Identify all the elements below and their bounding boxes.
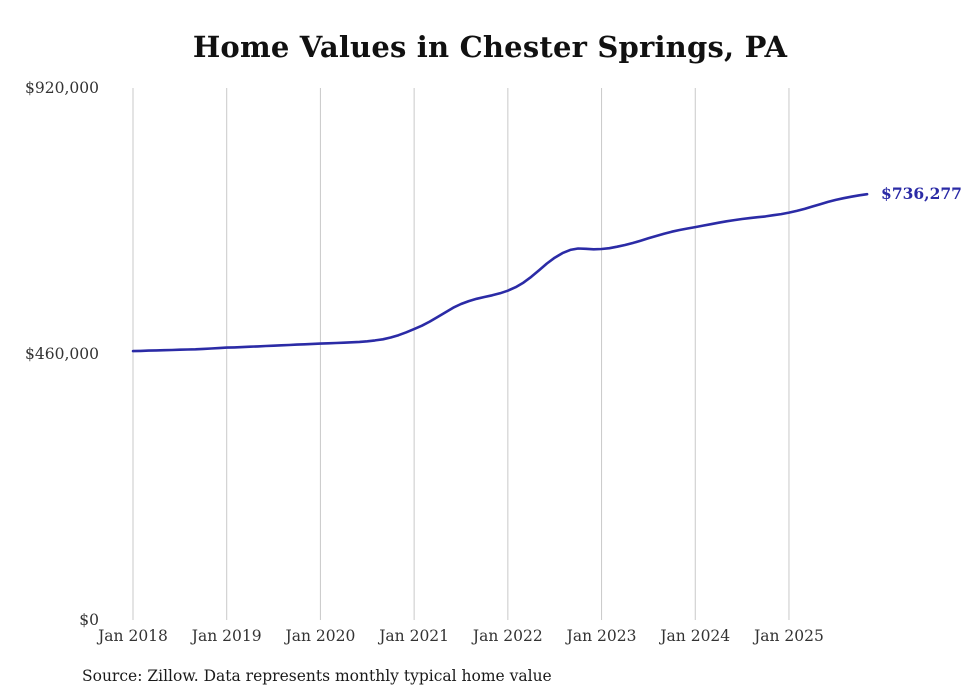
- home-values-line-chart: Jan 2018 Jan 2019 Jan 2020 Jan 2021 Jan 2022…: [25, 79, 962, 645]
- x-tick-label: Jan 2021: [377, 627, 449, 645]
- chart-title: Home Values in Chester Springs, PA: [192, 30, 788, 64]
- y-tick-label: $0: [79, 611, 99, 629]
- x-tick-label: Jan 2019: [190, 627, 262, 645]
- y-tick-label: $920,000: [25, 79, 99, 97]
- x-tick-label: Jan 2025: [752, 627, 824, 645]
- x-tick-label: Jan 2022: [471, 627, 543, 645]
- source-note: Source: Zillow. Data represents monthly …: [82, 667, 552, 685]
- x-tick-label: Jan 2020: [284, 627, 356, 645]
- x-tick-label: Jan 2024: [658, 627, 730, 645]
- x-tick-label: Jan 2023: [565, 627, 637, 645]
- series-line: [131, 192, 869, 353]
- y-tick-label: $460,000: [25, 345, 99, 363]
- x-tick-label: Jan 2018: [96, 627, 168, 645]
- end-value-label: $736,277: [881, 184, 962, 203]
